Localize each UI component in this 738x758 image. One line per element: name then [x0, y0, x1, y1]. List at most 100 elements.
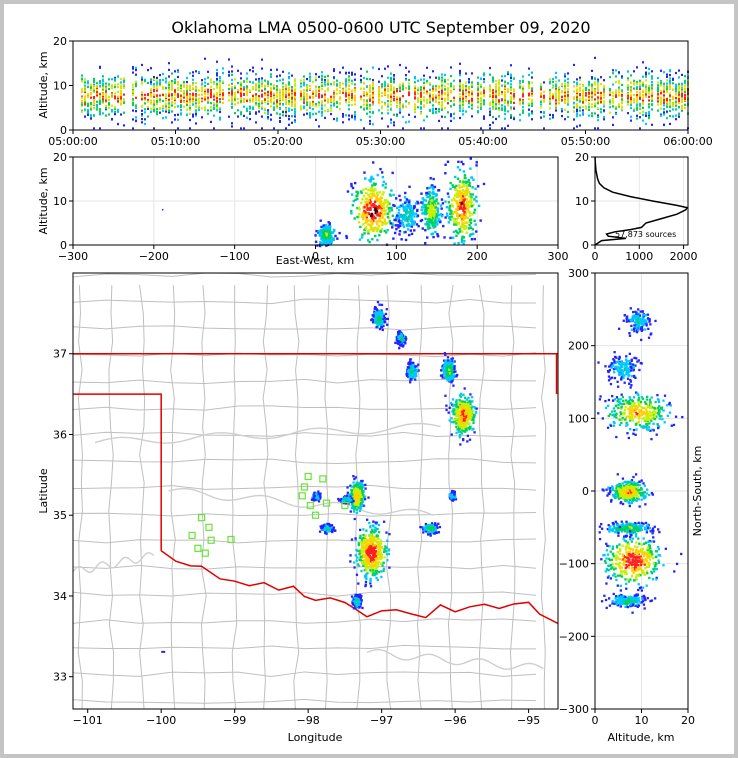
- source-mark: [363, 569, 366, 572]
- source-mark: [90, 86, 92, 89]
- east-west-xtick-label: 0: [312, 250, 319, 263]
- source-mark: [495, 85, 497, 88]
- source-mark: [330, 99, 332, 103]
- source-mark: [462, 162, 465, 166]
- source-mark: [432, 177, 435, 181]
- source-mark: [393, 86, 395, 89]
- source-mark: [165, 105, 167, 108]
- source-mark: [372, 66, 374, 69]
- source-mark: [639, 92, 641, 96]
- source-mark: [495, 88, 497, 91]
- source-mark: [441, 108, 443, 111]
- source-mark: [391, 214, 395, 217]
- source-mark: [404, 210, 408, 213]
- source-mark: [261, 77, 263, 80]
- source-mark: [492, 100, 494, 104]
- source-mark: [582, 84, 584, 87]
- source-mark: [464, 221, 467, 224]
- source-mark: [186, 81, 188, 84]
- source-mark: [327, 78, 329, 81]
- source-mark: [354, 96, 356, 99]
- source-mark: [458, 168, 462, 172]
- source-mark: [639, 79, 641, 82]
- source-mark: [171, 72, 173, 75]
- source-mark: [294, 78, 296, 81]
- source-mark: [471, 72, 473, 75]
- source-mark: [588, 80, 590, 84]
- source-mark: [462, 109, 464, 113]
- source-mark: [150, 88, 152, 91]
- source-mark: [462, 90, 464, 93]
- source-mark: [96, 108, 98, 111]
- source-mark: [393, 76, 395, 79]
- source-mark: [507, 72, 509, 76]
- source-mark: [99, 66, 101, 69]
- source-mark: [382, 191, 385, 194]
- source-mark: [327, 87, 329, 90]
- source-mark: [376, 193, 379, 197]
- source-mark: [386, 203, 390, 206]
- source-mark: [267, 80, 269, 83]
- source-mark: [354, 118, 356, 121]
- source-mark: [645, 85, 647, 88]
- source-mark: [513, 77, 515, 80]
- source-mark: [123, 85, 125, 88]
- source-mark: [246, 72, 248, 75]
- source-mark: [678, 99, 680, 102]
- source-mark: [531, 94, 533, 97]
- source-mark: [504, 87, 506, 90]
- source-mark: [270, 100, 272, 103]
- source-mark: [600, 97, 602, 100]
- source-mark: [585, 94, 587, 97]
- source-mark: [630, 106, 632, 110]
- source-mark: [660, 97, 662, 100]
- source-mark: [231, 78, 233, 81]
- source-mark: [420, 98, 422, 102]
- source-mark: [267, 95, 269, 99]
- source-mark: [210, 81, 212, 84]
- source-mark: [459, 194, 462, 197]
- source-mark: [459, 204, 462, 207]
- source-mark: [294, 88, 296, 91]
- source-mark: [252, 106, 254, 109]
- source-mark: [446, 214, 449, 217]
- source-mark: [402, 225, 406, 229]
- source-mark: [237, 69, 239, 72]
- source-mark: [366, 552, 369, 555]
- source-mark: [276, 94, 278, 97]
- source-mark: [483, 88, 485, 91]
- source-mark: [609, 102, 611, 105]
- source-mark: [504, 92, 506, 95]
- source-mark: [141, 80, 143, 84]
- source-mark: [507, 110, 509, 113]
- source-mark: [558, 86, 560, 89]
- source-mark: [237, 81, 239, 85]
- source-mark: [219, 81, 221, 84]
- source-mark: [402, 223, 405, 227]
- source-mark: [362, 546, 365, 550]
- source-mark: [681, 98, 683, 101]
- source-mark: [618, 79, 620, 83]
- source-mark: [361, 553, 365, 557]
- source-mark: [363, 106, 365, 109]
- source-mark: [681, 85, 683, 88]
- source-mark: [582, 105, 584, 109]
- source-mark: [150, 107, 152, 110]
- source-mark: [320, 232, 323, 236]
- source-mark: [531, 110, 533, 113]
- source-mark: [444, 172, 447, 175]
- source-mark: [372, 520, 375, 523]
- source-mark: [435, 212, 438, 216]
- source-mark: [399, 98, 401, 102]
- county-line: [73, 618, 536, 624]
- source-mark: [645, 66, 647, 69]
- source-mark: [368, 521, 371, 525]
- source-mark: [379, 539, 382, 542]
- source-mark: [342, 112, 344, 116]
- source-mark: [630, 103, 632, 107]
- source-mark: [201, 93, 203, 96]
- source-mark: [603, 102, 605, 105]
- source-mark: [438, 85, 440, 88]
- east-west-xtick-label: 100: [386, 250, 407, 263]
- source-mark: [270, 68, 272, 72]
